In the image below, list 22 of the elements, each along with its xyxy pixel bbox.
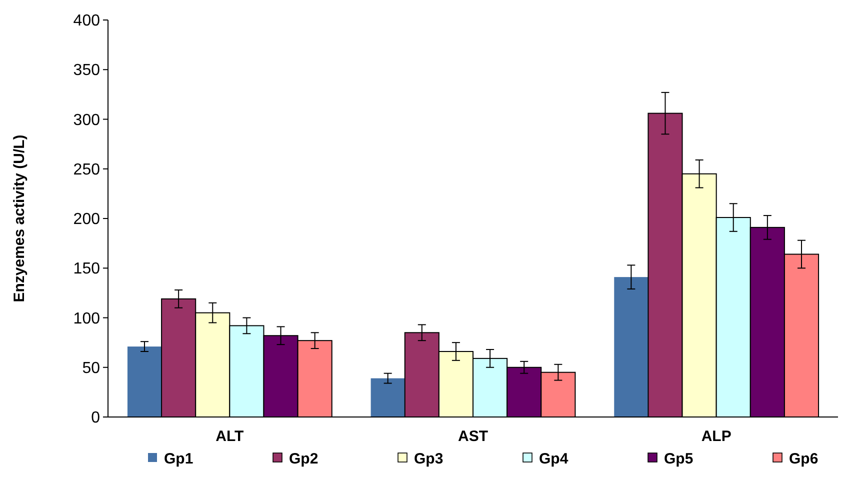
bar xyxy=(614,277,648,417)
y-axis-title: Enzyemes activity (U/L) xyxy=(11,134,28,302)
y-tick-label: 0 xyxy=(91,410,100,427)
x-tick-label: ALP xyxy=(701,428,732,445)
legend-label: Gp4 xyxy=(539,450,569,468)
x-tick-label: ALT xyxy=(216,428,244,445)
x-tick-label: AST xyxy=(458,428,488,445)
legend-label: Gp6 xyxy=(789,450,818,468)
bar xyxy=(370,378,405,417)
y-tick-label: 150 xyxy=(73,260,100,278)
y-tick-label: 50 xyxy=(82,360,100,377)
legend-label: Gp1 xyxy=(164,450,194,468)
legend-label: Gp3 xyxy=(414,450,444,468)
legend-label: Gp5 xyxy=(664,450,694,468)
y-tick-label: 350 xyxy=(73,62,100,80)
y-tick-label: 400 xyxy=(73,12,100,30)
legend-label: Gp2 xyxy=(289,450,318,468)
bar xyxy=(127,346,162,417)
y-tick-label: 300 xyxy=(73,112,100,129)
y-tick-label: 100 xyxy=(73,310,100,328)
y-tick-label: 250 xyxy=(73,161,100,178)
y-tick-label: 200 xyxy=(73,211,100,228)
